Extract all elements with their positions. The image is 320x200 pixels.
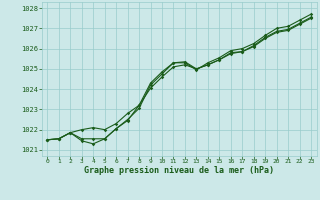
X-axis label: Graphe pression niveau de la mer (hPa): Graphe pression niveau de la mer (hPa) [84,166,274,175]
